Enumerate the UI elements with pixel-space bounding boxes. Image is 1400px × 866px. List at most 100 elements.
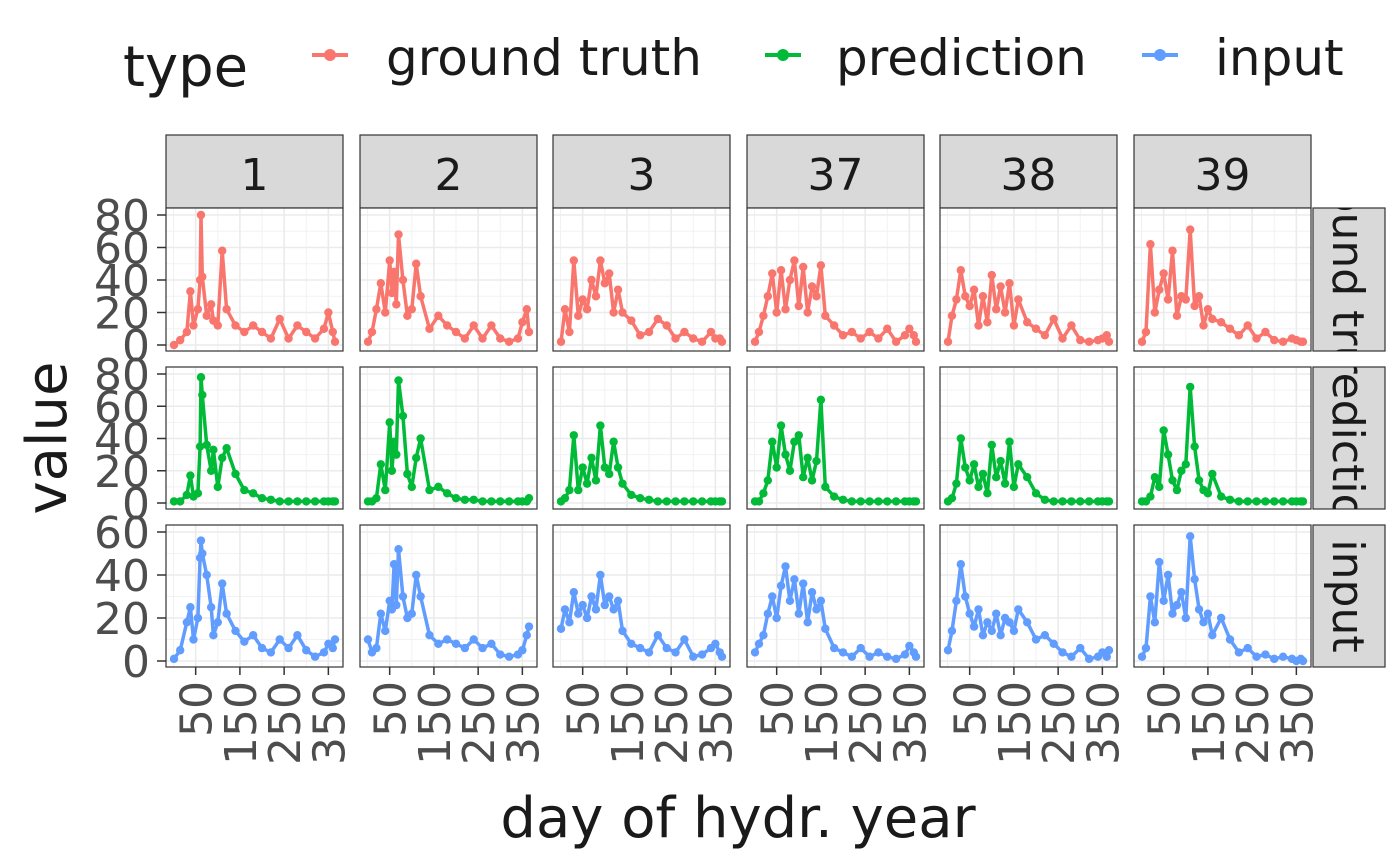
data-point: [1159, 596, 1168, 605]
data-point: [829, 492, 839, 501]
facet-panel: [165, 366, 344, 510]
data-point: [1104, 646, 1114, 655]
legend-item: prediction: [765, 29, 1087, 87]
facet-panel: [746, 524, 925, 668]
data-point: [1137, 652, 1147, 661]
data-point: [605, 469, 614, 479]
data-point: [952, 596, 961, 605]
panel-border: [746, 366, 925, 510]
data-point: [821, 311, 830, 320]
data-point: [469, 495, 478, 504]
data-point: [947, 311, 957, 320]
data-point: [816, 395, 826, 404]
data-point: [1168, 246, 1177, 255]
data-point: [524, 493, 534, 503]
panel-border: [939, 524, 1118, 668]
data-point: [1298, 497, 1308, 506]
data-point: [1084, 497, 1094, 506]
data-point: [560, 493, 570, 503]
data-point: [635, 331, 645, 340]
data-point: [231, 626, 240, 636]
facet-strip-top: 38: [939, 134, 1118, 209]
data-point: [1031, 489, 1041, 498]
data-point: [1261, 650, 1270, 659]
data-point: [781, 562, 790, 571]
strip-label: ground truth: [1322, 140, 1373, 418]
data-point: [425, 485, 434, 495]
data-point: [1278, 497, 1288, 506]
data-point: [829, 321, 839, 330]
panel-border: [165, 207, 344, 352]
strip-bg: [1312, 524, 1386, 668]
data-point: [310, 652, 320, 661]
legend-title: type: [123, 35, 248, 100]
y-tick-label: 40: [94, 415, 150, 466]
data-point: [680, 497, 689, 506]
data-point: [574, 609, 583, 618]
data-point: [416, 592, 425, 601]
data-point: [618, 479, 627, 488]
data-point: [1186, 225, 1195, 234]
data-point: [222, 305, 231, 314]
facet-panel: [746, 366, 925, 510]
data-point: [952, 295, 961, 304]
data-point: [1234, 497, 1244, 506]
data-point: [319, 324, 329, 333]
data-point: [222, 443, 231, 453]
data-point: [987, 270, 996, 280]
data-point: [392, 450, 401, 459]
data-point: [961, 292, 970, 301]
data-point: [206, 466, 216, 475]
data-point: [609, 437, 618, 446]
data-point: [1141, 643, 1151, 653]
data-point: [600, 463, 609, 472]
data-point: [911, 497, 921, 506]
data-point: [1040, 331, 1050, 340]
x-tick-label: 150: [216, 681, 267, 765]
data-point: [434, 639, 443, 648]
data-point: [569, 588, 579, 597]
data-point: [790, 437, 799, 446]
x-tick-label: 250: [647, 681, 698, 765]
data-point: [891, 337, 901, 346]
y-tick-label: 80: [94, 191, 150, 242]
data-point: [574, 311, 583, 320]
data-point: [596, 256, 605, 265]
facet-panel: [746, 207, 925, 352]
data-point: [578, 463, 587, 472]
data-point: [591, 605, 601, 614]
data-point: [425, 631, 434, 640]
data-point: [202, 440, 211, 450]
data-point: [1084, 337, 1094, 346]
data-point: [363, 635, 373, 644]
data-point: [653, 314, 663, 324]
y-tick-label: 0: [122, 321, 150, 372]
series-line: [559, 258, 724, 344]
data-point: [1014, 295, 1023, 304]
data-point: [671, 497, 680, 506]
panel-border: [1133, 207, 1312, 352]
data-point: [275, 635, 284, 644]
data-point: [1252, 652, 1261, 661]
data-point: [680, 327, 689, 337]
data-point: [330, 497, 340, 506]
x-tick-label: 150: [603, 681, 654, 765]
data-point: [838, 648, 848, 657]
data-point: [1067, 321, 1076, 330]
data-point: [807, 588, 817, 597]
data-point: [556, 337, 566, 346]
data-point: [175, 646, 185, 655]
strip-label: 3: [628, 150, 656, 201]
data-point: [1084, 654, 1094, 664]
data-point: [324, 308, 333, 317]
data-point: [387, 288, 397, 298]
data-point: [947, 626, 957, 636]
data-point: [874, 497, 883, 506]
data-point: [206, 603, 216, 612]
data-point: [522, 631, 531, 640]
data-point: [943, 337, 953, 346]
data-point: [618, 308, 627, 317]
data-point: [1102, 652, 1111, 661]
data-point: [754, 497, 764, 506]
data-point: [605, 592, 614, 601]
